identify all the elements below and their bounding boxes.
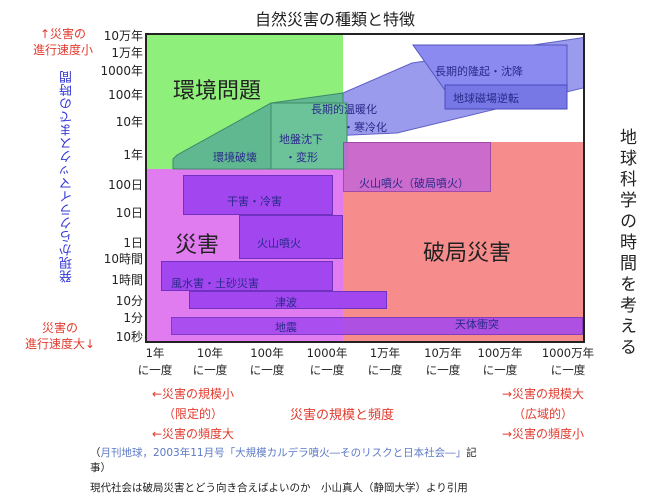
x-tick-label: 10万年 に一度 [424,346,462,377]
x-right-note-2: （広域的） [512,407,573,421]
longterm-band [172,37,583,170]
bar-tsunami [189,291,387,309]
x-right-note-1: →災害の規模大 [501,387,585,401]
bar-kanbatsu [183,175,333,215]
y-tick-label: 10年 [115,115,143,129]
label-choki-ondan: 長期的温暖化 [311,103,377,116]
label-kanbatsu: 干害・冷害 [227,195,282,208]
x-tick-label: 100万年 に一度 [477,346,523,377]
x-left-note-3: ←災害の頻度大 [151,427,235,441]
label-hakyoku: 破局災害 [423,241,512,266]
x-right-note: →災害の規模大 （広域的） →災害の頻度小 [488,384,598,444]
y-axis-label: 発現からクライマックスまでの時間 [60,70,75,283]
label-tentai: 天体衝突 [455,318,499,331]
footer-close: 記 [466,447,477,459]
bar-kazan-hakyoku [343,142,491,192]
y-tick-label: 10時間 [103,252,143,266]
label-choki-ryuki: 長期的隆起・沈降 [435,65,523,78]
x-tick-label: 1000万年 に一度 [541,346,595,377]
x-left-note: ←災害の規模小 （限定的） ←災害の頻度大 [138,384,248,444]
bar-fusuigai [161,261,333,291]
label-fusuigai: 風水害・土砂災害 [171,277,259,290]
label-henkei: ・変形 [285,151,318,164]
label-kazan-hakyoku: 火山噴火（破局噴火） [359,177,469,190]
y-tick-label: 1万年 [111,46,143,60]
footer-credit: 現代社会は破局災害とどう向き合えばよいのか 小山真人（静岡大学）より引用 [90,482,468,494]
y-tick-label: 1分 [123,311,143,325]
x-left-note-1: ←災害の規模小 [151,387,235,401]
y-tick-label: 100日 [108,178,143,192]
footer-open-paren: （ [90,447,101,459]
footer-citation: （月刊地球，2003年11月号「大規模カルデラ噴火―そのリスクと日本社会―」記 … [90,446,530,476]
label-kanreika: ・寒冷化 [343,121,387,134]
y-tick-label: 10分 [115,294,143,308]
y-tick-label: 10秒 [115,330,143,344]
y-tick-label: 10日 [115,206,143,220]
y-tick-label: 10万年 [103,29,143,43]
x-axis-label: 災害の規模と頻度 [290,408,395,423]
label-kankyo-hakai: 環境破壊 [213,151,257,164]
label-kankyo: 環境問題 [173,79,262,104]
y-tick-label: 1時間 [111,273,143,287]
label-jishin: 地震 [275,321,297,334]
y-tick-label: 100年 [108,88,143,102]
y-top-note: ↑災害の 進行速度小 [32,27,93,57]
label-tsunami: 津波 [275,296,297,309]
y-bottom-note: 災害の 進行速度大↓ [24,321,96,351]
x-tick-label: 1万年 に一度 [367,346,403,377]
y-tick-label: 1000年 [100,64,143,78]
x-tick-label: 100年 に一度 [249,346,285,377]
footer-line2: 事） [90,462,111,474]
label-chikyu-jiba: 地球磁場逆転 [453,92,519,105]
y-tick-label: 1日 [123,236,143,250]
y-tick-label: 1年 [123,148,143,162]
x-tick-label: 1000年 に一度 [306,346,348,377]
label-kazan-funka: 火山噴火 [257,237,301,250]
x-tick-label: 1年 に一度 [137,346,173,377]
x-left-note-2: （限定的） [162,407,223,421]
x-right-note-3: →災害の頻度小 [501,427,585,441]
plot-area: 環境問題 災害 破局災害 長期的隆起・沈降 地球磁場逆転 長期的温暖化 ・寒冷化… [145,33,585,343]
footer-link[interactable]: 月刊地球，2003年11月号「大規模カルデラ噴火―そのリスクと日本社会―」 [100,447,467,459]
x-tick-label: 10年 に一度 [192,346,228,377]
bar-jishin [171,317,583,335]
label-jiban-chinka: 地盤沈下 [279,133,323,146]
label-saigai: 災害 [175,233,220,258]
right-vertical-label: 地球科学の時間を考える [616,128,636,359]
diagram-title: 自然災害の種類と特徴 [254,10,415,29]
bar-kazan-funka [239,215,343,259]
